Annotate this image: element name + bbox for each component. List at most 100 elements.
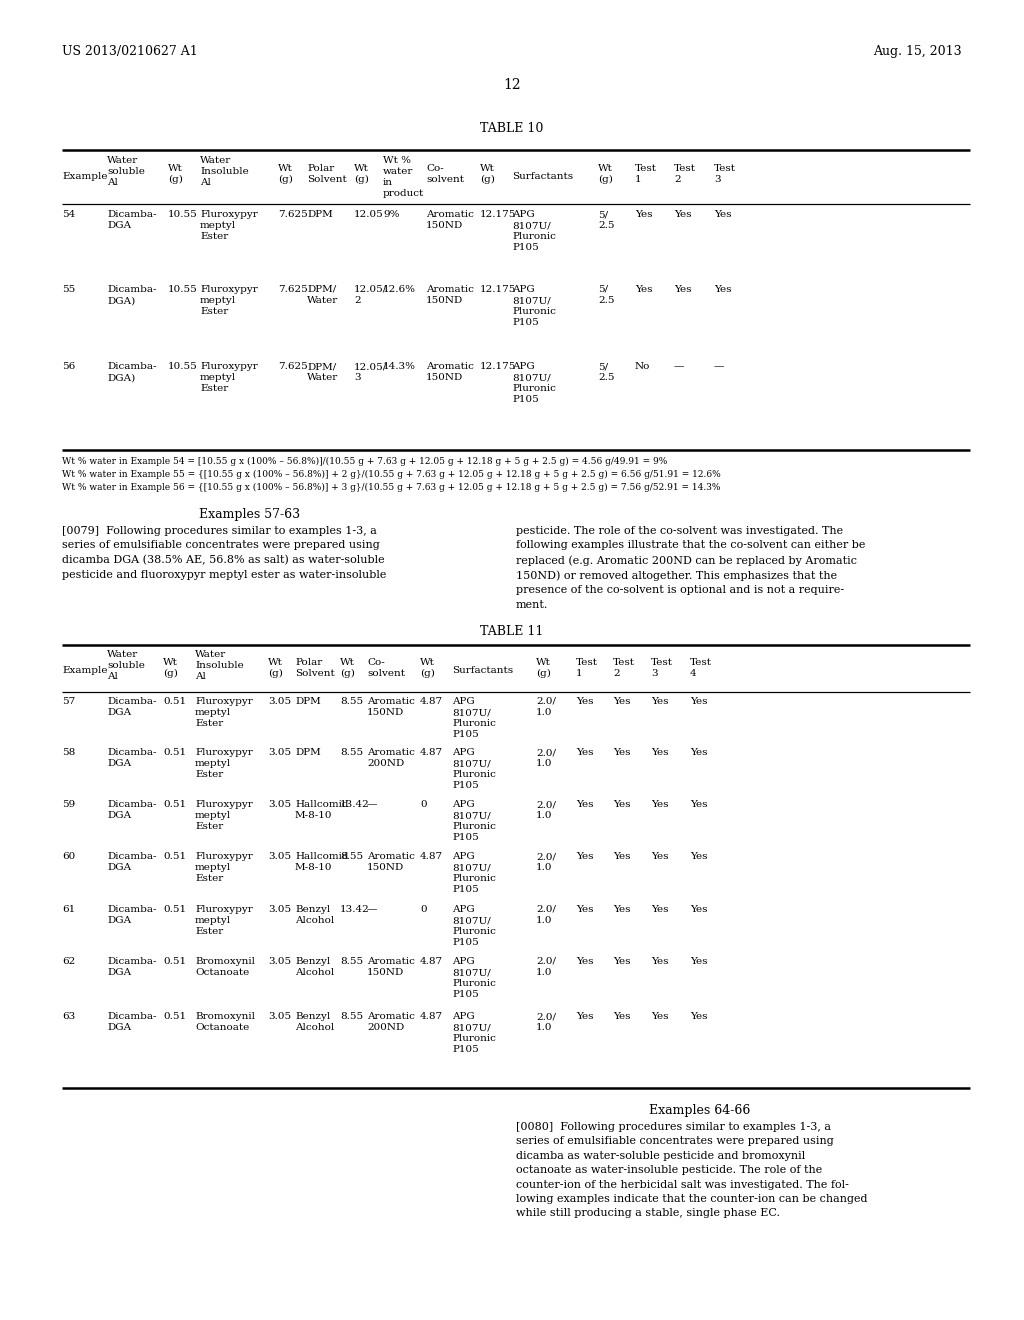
Text: [0079]  Following procedures similar to examples 1-3, a
series of emulsifiable c: [0079] Following procedures similar to e… bbox=[62, 525, 386, 579]
Text: Dicamba-
DGA: Dicamba- DGA bbox=[106, 697, 157, 717]
Text: 56: 56 bbox=[62, 362, 75, 371]
Text: Aromatic
150ND: Aromatic 150ND bbox=[367, 697, 415, 717]
Text: 3.05: 3.05 bbox=[268, 957, 291, 966]
Text: Yes: Yes bbox=[651, 800, 669, 809]
Text: Yes: Yes bbox=[690, 906, 708, 913]
Text: APG
8107U/
Pluronic
P105: APG 8107U/ Pluronic P105 bbox=[452, 800, 496, 842]
Text: 8.55: 8.55 bbox=[340, 748, 364, 756]
Text: 0.51: 0.51 bbox=[163, 697, 186, 706]
Text: Water
soluble
Al: Water soluble Al bbox=[106, 649, 144, 681]
Text: Test
2: Test 2 bbox=[674, 164, 696, 183]
Text: 8.55: 8.55 bbox=[340, 851, 364, 861]
Text: APG
8107U/
Pluronic
P105: APG 8107U/ Pluronic P105 bbox=[452, 906, 496, 948]
Text: 12.05/
3: 12.05/ 3 bbox=[354, 362, 387, 381]
Text: Yes: Yes bbox=[613, 697, 631, 706]
Text: Dicamba-
DGA: Dicamba- DGA bbox=[106, 800, 157, 820]
Text: Yes: Yes bbox=[690, 748, 708, 756]
Text: 0: 0 bbox=[420, 906, 427, 913]
Text: Wt
(g): Wt (g) bbox=[340, 657, 355, 678]
Text: 3.05: 3.05 bbox=[268, 906, 291, 913]
Text: APG
8107U/
Pluronic
P105: APG 8107U/ Pluronic P105 bbox=[452, 851, 496, 895]
Text: Yes: Yes bbox=[613, 851, 631, 861]
Text: Wt
(g): Wt (g) bbox=[278, 164, 293, 185]
Text: Aromatic
150ND: Aromatic 150ND bbox=[367, 851, 415, 873]
Text: 0.51: 0.51 bbox=[163, 906, 186, 913]
Text: Benzyl
Alcohol: Benzyl Alcohol bbox=[295, 906, 334, 925]
Text: Bromoxynil
Octanoate: Bromoxynil Octanoate bbox=[195, 1012, 255, 1032]
Text: Wt %
water
in
product: Wt % water in product bbox=[383, 156, 424, 198]
Text: 14.3%: 14.3% bbox=[383, 362, 416, 371]
Text: 58: 58 bbox=[62, 748, 75, 756]
Text: 4.87: 4.87 bbox=[420, 748, 443, 756]
Text: 62: 62 bbox=[62, 957, 75, 966]
Text: 2.0/
1.0: 2.0/ 1.0 bbox=[536, 1012, 556, 1032]
Text: Test
3: Test 3 bbox=[651, 657, 673, 678]
Text: 0.51: 0.51 bbox=[163, 800, 186, 809]
Text: Test
1: Test 1 bbox=[635, 164, 657, 183]
Text: APG
8107U/
Pluronic
P105: APG 8107U/ Pluronic P105 bbox=[512, 362, 556, 404]
Text: Yes: Yes bbox=[575, 748, 594, 756]
Text: APG
8107U/
Pluronic
P105: APG 8107U/ Pluronic P105 bbox=[512, 210, 556, 252]
Text: 2.0/
1.0: 2.0/ 1.0 bbox=[536, 697, 556, 717]
Text: Bromoxynil
Octanoate: Bromoxynil Octanoate bbox=[195, 957, 255, 977]
Text: Dicamba-
DGA: Dicamba- DGA bbox=[106, 906, 157, 925]
Text: TABLE 10: TABLE 10 bbox=[480, 121, 544, 135]
Text: 13.42: 13.42 bbox=[340, 800, 370, 809]
Text: Aromatic
150ND: Aromatic 150ND bbox=[426, 210, 474, 230]
Text: 12.175: 12.175 bbox=[480, 362, 516, 371]
Text: 12.05/
2: 12.05/ 2 bbox=[354, 285, 387, 305]
Text: 4.87: 4.87 bbox=[420, 697, 443, 706]
Text: 3.05: 3.05 bbox=[268, 697, 291, 706]
Text: Example: Example bbox=[62, 667, 108, 675]
Text: Test
3: Test 3 bbox=[714, 164, 736, 183]
Text: Surfactants: Surfactants bbox=[512, 172, 573, 181]
Text: 2.0/
1.0: 2.0/ 1.0 bbox=[536, 957, 556, 977]
Text: Fluroxypyr
meptyl
Ester: Fluroxypyr meptyl Ester bbox=[200, 210, 258, 242]
Text: 12.175: 12.175 bbox=[480, 210, 516, 219]
Text: 4.87: 4.87 bbox=[420, 851, 443, 861]
Text: Dicamba-
DGA: Dicamba- DGA bbox=[106, 851, 157, 873]
Text: Yes: Yes bbox=[651, 697, 669, 706]
Text: 9%: 9% bbox=[383, 210, 399, 219]
Text: TABLE 11: TABLE 11 bbox=[480, 624, 544, 638]
Text: 7.625: 7.625 bbox=[278, 285, 308, 294]
Text: Wt
(g): Wt (g) bbox=[536, 657, 551, 678]
Text: Yes: Yes bbox=[575, 800, 594, 809]
Text: Fluroxypyr
meptyl
Ester: Fluroxypyr meptyl Ester bbox=[195, 800, 253, 832]
Text: 54: 54 bbox=[62, 210, 75, 219]
Text: Aromatic
150ND: Aromatic 150ND bbox=[426, 285, 474, 305]
Text: Aromatic
150ND: Aromatic 150ND bbox=[367, 957, 415, 977]
Text: Wt
(g): Wt (g) bbox=[598, 164, 613, 185]
Text: Wt % water in Example 56 = {[10.55 g x (100% – 56.8%)] + 3 g}/(10.55 g + 7.63 g : Wt % water in Example 56 = {[10.55 g x (… bbox=[62, 483, 721, 492]
Text: [0080]  Following procedures similar to examples 1-3, a
series of emulsifiable c: [0080] Following procedures similar to e… bbox=[516, 1122, 867, 1218]
Text: 3.05: 3.05 bbox=[268, 1012, 291, 1020]
Text: Wt
(g): Wt (g) bbox=[168, 164, 183, 185]
Text: Polar
Solvent: Polar Solvent bbox=[307, 164, 347, 183]
Text: Dicamba-
DGA): Dicamba- DGA) bbox=[106, 362, 157, 381]
Text: 12.05: 12.05 bbox=[354, 210, 384, 219]
Text: Examples 64-66: Examples 64-66 bbox=[649, 1104, 751, 1117]
Text: Yes: Yes bbox=[575, 697, 594, 706]
Text: 59: 59 bbox=[62, 800, 75, 809]
Text: 57: 57 bbox=[62, 697, 75, 706]
Text: No: No bbox=[635, 362, 650, 371]
Text: Yes: Yes bbox=[714, 285, 731, 294]
Text: Dicamba-
DGA: Dicamba- DGA bbox=[106, 210, 157, 230]
Text: Yes: Yes bbox=[635, 285, 652, 294]
Text: APG
8107U/
Pluronic
P105: APG 8107U/ Pluronic P105 bbox=[452, 697, 496, 739]
Text: Yes: Yes bbox=[690, 697, 708, 706]
Text: 5/
2.5: 5/ 2.5 bbox=[598, 210, 614, 230]
Text: 0.51: 0.51 bbox=[163, 957, 186, 966]
Text: 2.0/
1.0: 2.0/ 1.0 bbox=[536, 748, 556, 768]
Text: —: — bbox=[367, 800, 378, 809]
Text: 0: 0 bbox=[420, 800, 427, 809]
Text: 10.55: 10.55 bbox=[168, 285, 198, 294]
Text: Aug. 15, 2013: Aug. 15, 2013 bbox=[873, 45, 962, 58]
Text: 2.0/
1.0: 2.0/ 1.0 bbox=[536, 851, 556, 873]
Text: 8.55: 8.55 bbox=[340, 697, 364, 706]
Text: Co-
solvent: Co- solvent bbox=[426, 164, 464, 183]
Text: 60: 60 bbox=[62, 851, 75, 861]
Text: 2.0/
1.0: 2.0/ 1.0 bbox=[536, 800, 556, 820]
Text: 12: 12 bbox=[503, 78, 521, 92]
Text: 3.05: 3.05 bbox=[268, 851, 291, 861]
